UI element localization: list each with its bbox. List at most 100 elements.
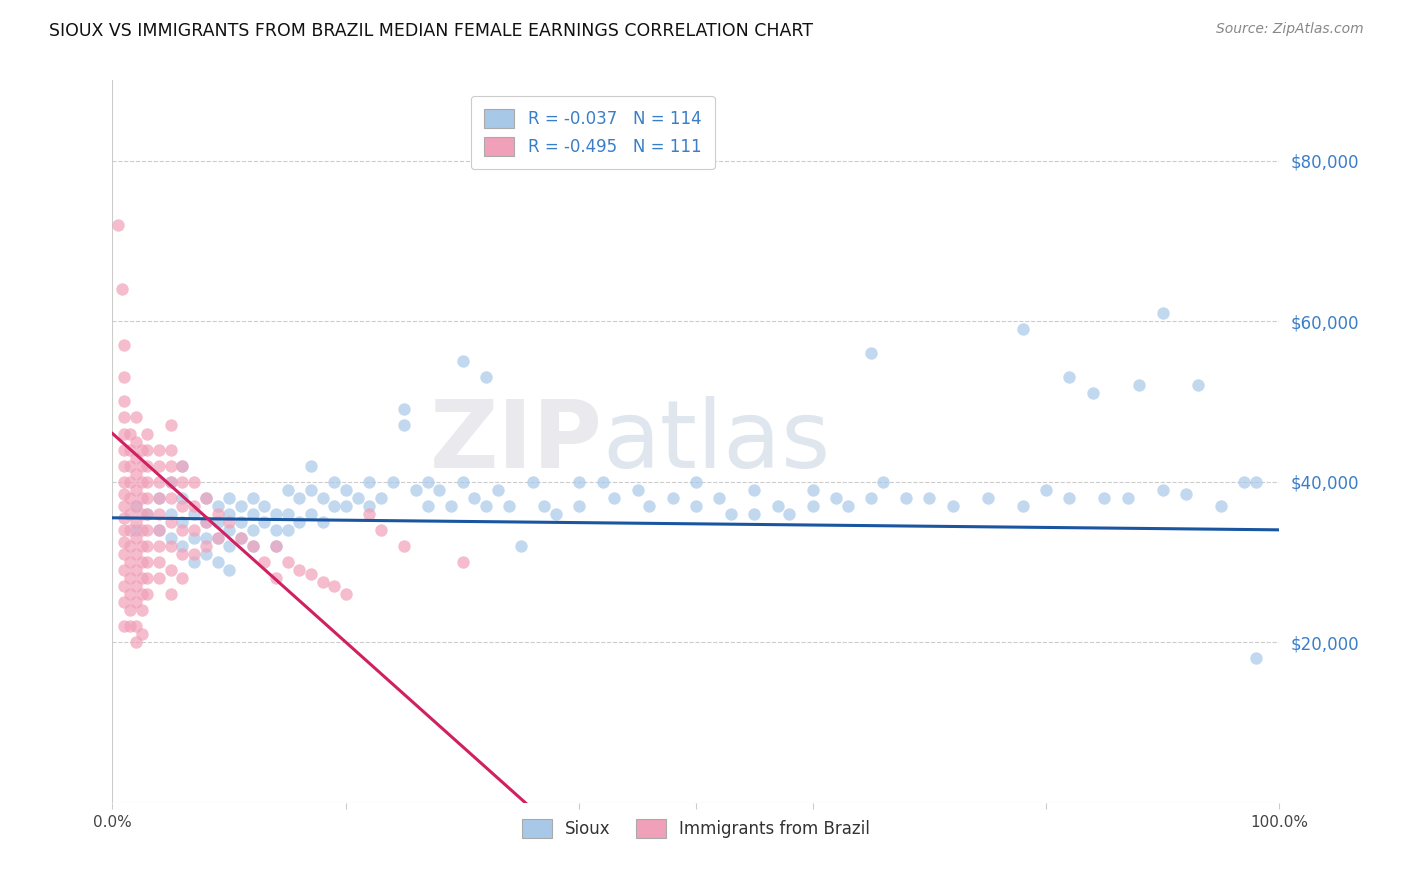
Point [1244,475,1267,489]
Point [131,491,153,505]
Point [533,499,555,513]
Point [183,531,205,545]
Point [720,507,742,521]
Point [112,458,135,473]
Point [172,458,194,473]
Point [112,523,135,537]
Point [172,499,194,513]
Point [661,491,683,505]
Point [112,486,135,500]
Point [136,571,159,585]
Point [744,507,766,521]
Point [229,515,252,529]
Point [1011,322,1033,336]
Point [685,499,707,513]
Point [359,475,381,489]
Point [107,218,129,232]
Point [486,483,509,497]
Point [1152,306,1174,320]
Point [112,426,135,441]
Point [860,491,883,505]
Point [125,434,148,449]
Point [148,491,170,505]
Text: SIOUX VS IMMIGRANTS FROM BRAZIL MEDIAN FEMALE EARNINGS CORRELATION CHART: SIOUX VS IMMIGRANTS FROM BRAZIL MEDIAN F… [49,22,813,40]
Point [112,619,135,633]
Point [229,499,252,513]
Point [299,458,322,473]
Point [125,450,148,465]
Point [112,499,135,513]
Point [183,475,205,489]
Point [125,523,148,537]
Point [160,515,183,529]
Point [744,483,766,497]
Point [160,475,183,489]
Point [118,555,141,569]
Point [1081,386,1104,401]
Point [118,587,141,601]
Point [183,523,205,537]
Point [148,523,170,537]
Point [1094,491,1116,505]
Point [136,426,159,441]
Point [118,458,141,473]
Point [125,499,148,513]
Point [264,539,287,553]
Point [112,394,135,409]
Point [1011,499,1033,513]
Point [125,619,148,633]
Point [218,563,240,577]
Point [207,555,229,569]
Point [416,499,439,513]
Point [160,539,183,553]
Point [125,531,148,545]
Point [136,458,159,473]
Point [131,507,153,521]
Point [194,531,217,545]
Point [111,282,134,296]
Point [498,499,520,513]
Point [427,483,450,497]
Point [1175,486,1198,500]
Point [112,547,135,561]
Point [242,539,264,553]
Point [194,515,217,529]
Point [125,515,148,529]
Point [125,595,148,609]
Point [288,563,311,577]
Point [405,483,427,497]
Point [242,507,264,521]
Point [148,571,170,585]
Point [194,539,217,553]
Point [1152,483,1174,497]
Point [1244,651,1267,665]
Point [370,491,392,505]
Point [112,442,135,457]
Point [131,475,153,489]
Point [112,534,135,549]
Point [131,603,153,617]
Point [160,418,183,433]
Point [112,370,135,384]
Point [801,483,824,497]
Point [242,523,264,537]
Point [1209,499,1232,513]
Point [394,539,416,553]
Point [136,475,159,489]
Point [207,499,229,513]
Point [148,539,170,553]
Point [976,491,998,505]
Point [872,475,894,489]
Point [160,458,183,473]
Point [160,587,183,601]
Point [125,563,148,577]
Point [118,442,141,457]
Point [276,483,298,497]
Point [709,491,731,505]
Point [136,555,159,569]
Point [253,515,276,529]
Point [416,475,439,489]
Point [172,475,194,489]
Point [172,571,194,585]
Point [148,458,170,473]
